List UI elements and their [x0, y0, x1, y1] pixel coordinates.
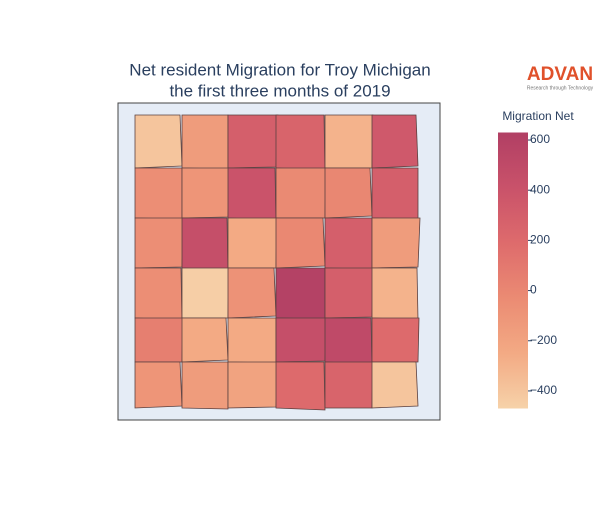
region [371, 317, 420, 363]
region [275, 317, 328, 363]
region [324, 267, 375, 319]
region [227, 167, 277, 221]
region [371, 361, 419, 409]
region [134, 167, 183, 220]
region [371, 114, 419, 169]
colorbar-title: Migration Net [502, 109, 574, 123]
region [275, 361, 326, 411]
region [227, 361, 279, 409]
region [275, 267, 326, 320]
region [371, 267, 419, 321]
region [134, 317, 184, 363]
region [324, 317, 373, 365]
colorbar-tick-label: 0 [530, 283, 537, 297]
region [324, 361, 374, 409]
region [134, 217, 185, 269]
region [227, 267, 277, 319]
region [275, 217, 326, 269]
colorbar-tick-label: −200 [530, 333, 557, 347]
colorbar-tick-label: 600 [530, 132, 550, 146]
region [181, 167, 231, 219]
colorbar-tick-label: −400 [530, 383, 557, 397]
logo: ADVAN [527, 64, 593, 85]
region [181, 361, 229, 410]
region [275, 167, 327, 219]
region [324, 217, 373, 270]
region [227, 114, 279, 169]
colorbar [498, 132, 528, 409]
colorbar-tick-label: 200 [530, 233, 550, 247]
region [275, 114, 326, 171]
colorbar-tick-label: 400 [530, 182, 550, 196]
region [181, 217, 229, 271]
region [181, 267, 230, 319]
region [227, 217, 278, 269]
title-line-1: Net resident Migration for Troy Michigan [129, 60, 430, 79]
region [324, 167, 373, 219]
region [181, 317, 229, 363]
logo-tagline: Research through Technology [527, 85, 594, 91]
region [371, 167, 419, 220]
region [324, 114, 374, 169]
region [134, 114, 183, 169]
region [134, 361, 183, 409]
title-line-2: the first three months of 2019 [169, 81, 390, 100]
region [371, 217, 421, 269]
region [181, 114, 229, 170]
region [134, 267, 183, 321]
region [227, 317, 277, 364]
